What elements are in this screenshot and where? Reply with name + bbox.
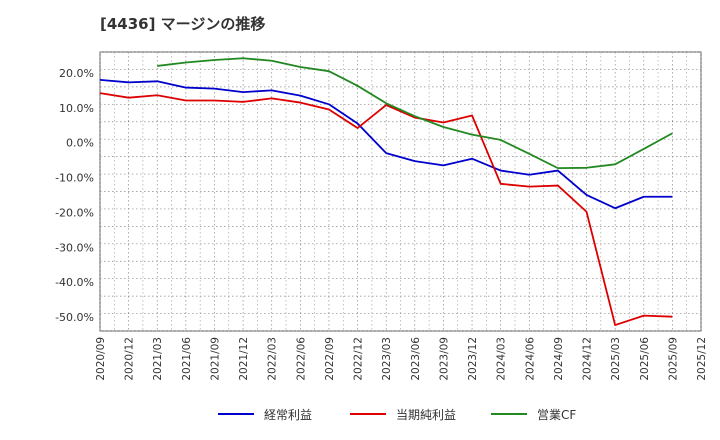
x-tick-label: 2024/12 xyxy=(582,337,594,381)
legend-label: 当期純利益 xyxy=(396,408,456,422)
legend-label: 経常利益 xyxy=(264,408,312,422)
x-tick-label: 2025/09 xyxy=(667,337,679,381)
y-tick-label: 20.0% xyxy=(59,67,94,80)
x-tick-label: 2025/06 xyxy=(639,337,651,381)
x-tick-label: 2023/12 xyxy=(467,337,479,381)
x-tick-label: 2024/03 xyxy=(496,337,508,381)
series-line-2 xyxy=(99,92,673,326)
x-tick-label: 2023/06 xyxy=(410,337,422,381)
y-tick-label: -50.0% xyxy=(55,311,94,324)
x-tick-label: 2021/09 xyxy=(209,337,221,381)
x-tick-label: 2021/12 xyxy=(238,337,250,381)
y-tick-label: -30.0% xyxy=(55,241,94,254)
y-tick-label: -40.0% xyxy=(55,276,94,289)
y-axis-ticks: 20.0% 10.0% 0.0% -10.0% -20.0% -30.0% -40.0% -5… xyxy=(55,67,94,324)
x-tick-label: 2024/06 xyxy=(524,337,536,381)
legend-label: 営業CF xyxy=(537,408,576,422)
x-tick-label: 2022/12 xyxy=(353,337,365,381)
legend: 経常利益 当期純利益 営業CF xyxy=(218,408,576,422)
y-tick-label: 0.0% xyxy=(66,137,94,150)
series-line-1 xyxy=(99,79,673,210)
y-tick-label: 10.0% xyxy=(59,102,94,115)
y-tick-label: -20.0% xyxy=(55,206,94,219)
x-tick-label: 2025/12 xyxy=(696,337,708,381)
x-tick-label: 2021/06 xyxy=(181,337,193,381)
x-tick-label: 2024/09 xyxy=(553,337,565,381)
x-tick-label: 2021/03 xyxy=(152,337,164,381)
y-tick-label: -10.0% xyxy=(55,172,94,185)
x-tick-label: 2020/12 xyxy=(124,337,136,381)
x-tick-label: 2025/03 xyxy=(610,337,622,381)
x-tick-label: 2020/09 xyxy=(95,337,107,381)
series-line-3 xyxy=(157,57,673,170)
series-lines xyxy=(99,57,673,326)
x-axis-ticks: 2020/09 2020/12 2021/03 2021/06 2021/09 2021/… xyxy=(95,337,708,381)
grid-lines xyxy=(99,51,702,332)
x-tick-label: 2022/09 xyxy=(324,337,336,381)
x-tick-label: 2022/06 xyxy=(295,337,307,381)
chart-title: [4436] マージンの推移 xyxy=(100,15,265,33)
x-tick-label: 2022/03 xyxy=(267,337,279,381)
x-tick-label: 2023/09 xyxy=(438,337,450,381)
x-tick-label: 2023/03 xyxy=(381,337,393,381)
